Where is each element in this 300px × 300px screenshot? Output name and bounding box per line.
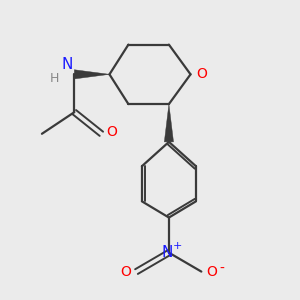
Text: O: O <box>196 67 207 81</box>
Text: H: H <box>50 72 59 85</box>
Text: N: N <box>61 57 73 72</box>
Polygon shape <box>164 104 173 142</box>
Text: N: N <box>162 245 173 260</box>
Text: O: O <box>207 265 218 279</box>
Text: O: O <box>120 265 131 279</box>
Text: O: O <box>106 125 117 140</box>
Text: -: - <box>219 262 224 276</box>
Text: +: + <box>173 241 182 251</box>
Polygon shape <box>74 70 110 79</box>
